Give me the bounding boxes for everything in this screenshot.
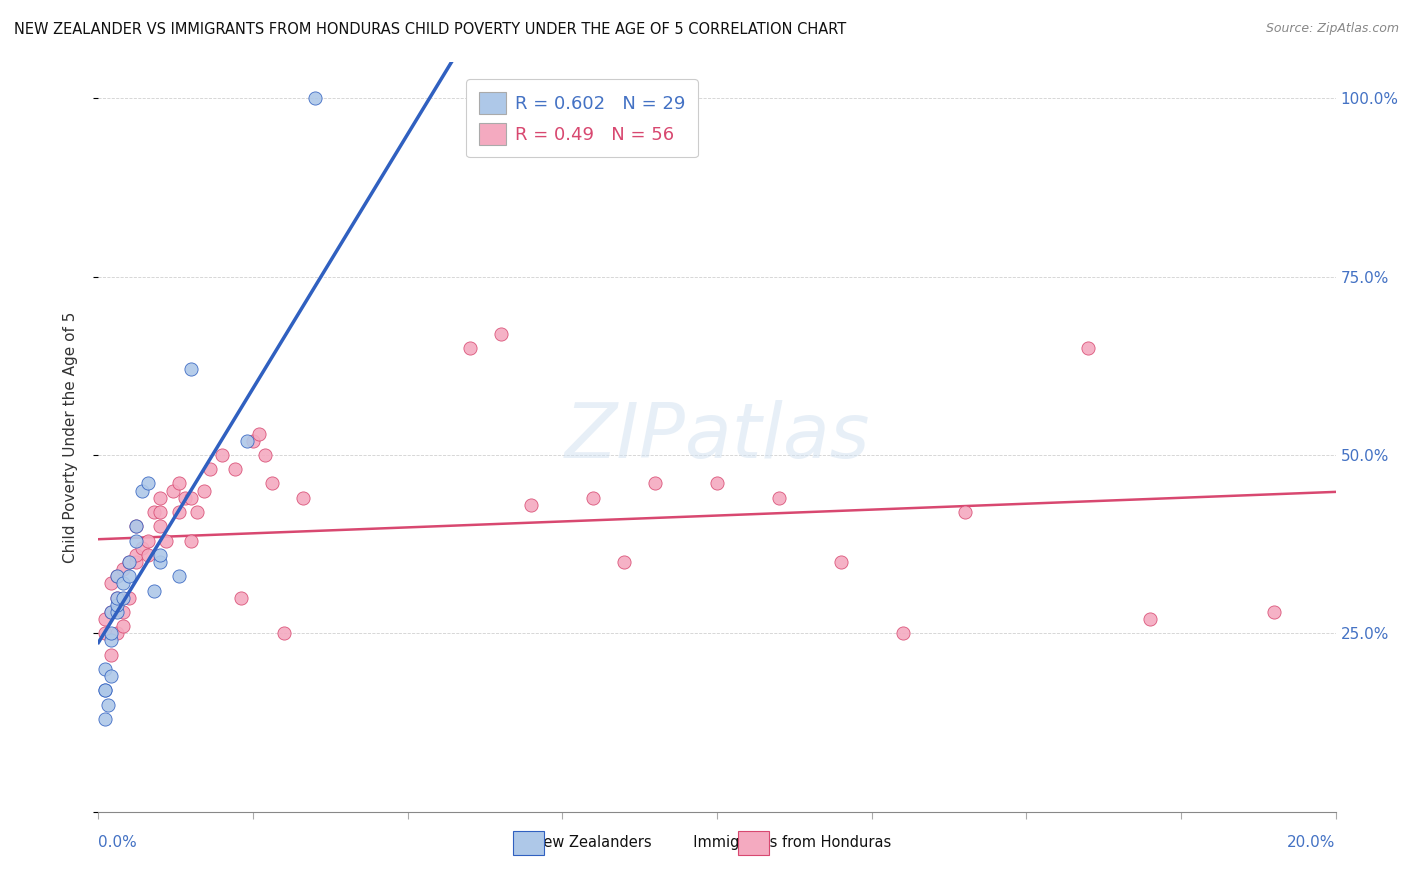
Point	[93, 626, 115, 640]
Point	[93, 712, 115, 726]
Point	[100, 576, 122, 591]
Point	[136, 548, 159, 562]
Point	[136, 476, 159, 491]
Point	[143, 583, 166, 598]
Point	[100, 669, 122, 683]
Point	[118, 555, 141, 569]
Point	[105, 569, 128, 583]
Point	[105, 626, 128, 640]
Point	[186, 505, 208, 519]
Point	[112, 619, 135, 633]
Point	[93, 683, 115, 698]
Point	[520, 498, 543, 512]
Text: ZIPatlas: ZIPatlas	[564, 401, 870, 474]
Point	[242, 434, 264, 448]
Point	[247, 426, 270, 441]
Point	[953, 505, 976, 519]
Point	[489, 91, 512, 105]
Point	[124, 548, 146, 562]
Point	[1077, 341, 1099, 355]
Point	[211, 448, 233, 462]
Point	[105, 591, 128, 605]
Point	[162, 483, 184, 498]
Point	[155, 533, 177, 548]
Point	[167, 569, 190, 583]
Point	[149, 491, 172, 505]
Point	[193, 483, 215, 498]
Point	[644, 476, 666, 491]
Text: New Zealanders         Immigrants from Honduras: New Zealanders Immigrants from Honduras	[515, 836, 891, 850]
Point	[124, 519, 146, 533]
Point	[768, 491, 790, 505]
Point	[149, 555, 172, 569]
Point	[1139, 612, 1161, 626]
Point	[180, 362, 202, 376]
Point	[149, 519, 172, 533]
Point	[706, 476, 728, 491]
Point	[112, 576, 135, 591]
Point	[93, 662, 115, 676]
Point	[304, 91, 326, 105]
Point	[260, 476, 283, 491]
Y-axis label: Child Poverty Under the Age of 5: Child Poverty Under the Age of 5	[63, 311, 77, 563]
Point	[458, 341, 481, 355]
Point	[105, 591, 128, 605]
Point	[174, 491, 197, 505]
Point	[118, 591, 141, 605]
Point	[180, 491, 202, 505]
Point	[105, 598, 128, 612]
Point	[582, 491, 605, 505]
Point	[93, 683, 115, 698]
Point	[100, 626, 122, 640]
Point	[100, 605, 122, 619]
Point	[891, 626, 914, 640]
Point	[167, 505, 190, 519]
Point	[100, 605, 122, 619]
Text: 0.0%: 0.0%	[98, 836, 138, 850]
Point	[112, 562, 135, 576]
Point	[1263, 605, 1285, 619]
Point	[124, 555, 146, 569]
Point	[236, 434, 259, 448]
Point	[136, 533, 159, 548]
Point	[97, 698, 120, 712]
Point	[149, 505, 172, 519]
Legend: R = 0.602   N = 29, R = 0.49   N = 56: R = 0.602 N = 29, R = 0.49 N = 56	[467, 79, 697, 157]
Point	[291, 491, 314, 505]
Point	[100, 633, 122, 648]
Point	[167, 476, 190, 491]
Point	[124, 533, 146, 548]
Point	[489, 326, 512, 341]
Point	[105, 569, 128, 583]
Point	[180, 533, 202, 548]
Point	[273, 626, 295, 640]
Point	[613, 555, 636, 569]
Point	[229, 591, 252, 605]
Point	[124, 519, 146, 533]
Text: Source: ZipAtlas.com: Source: ZipAtlas.com	[1265, 22, 1399, 36]
Point	[131, 483, 153, 498]
Point	[93, 612, 115, 626]
Point	[105, 605, 128, 619]
Point	[112, 605, 135, 619]
Point	[149, 548, 172, 562]
Point	[100, 648, 122, 662]
Point	[143, 505, 166, 519]
Point	[118, 569, 141, 583]
Point	[224, 462, 246, 476]
Point	[112, 591, 135, 605]
Text: NEW ZEALANDER VS IMMIGRANTS FROM HONDURAS CHILD POVERTY UNDER THE AGE OF 5 CORRE: NEW ZEALANDER VS IMMIGRANTS FROM HONDURA…	[14, 22, 846, 37]
Point	[830, 555, 852, 569]
Point	[118, 555, 141, 569]
Point	[198, 462, 221, 476]
Point	[131, 541, 153, 555]
Text: 20.0%: 20.0%	[1288, 836, 1336, 850]
Point	[254, 448, 277, 462]
